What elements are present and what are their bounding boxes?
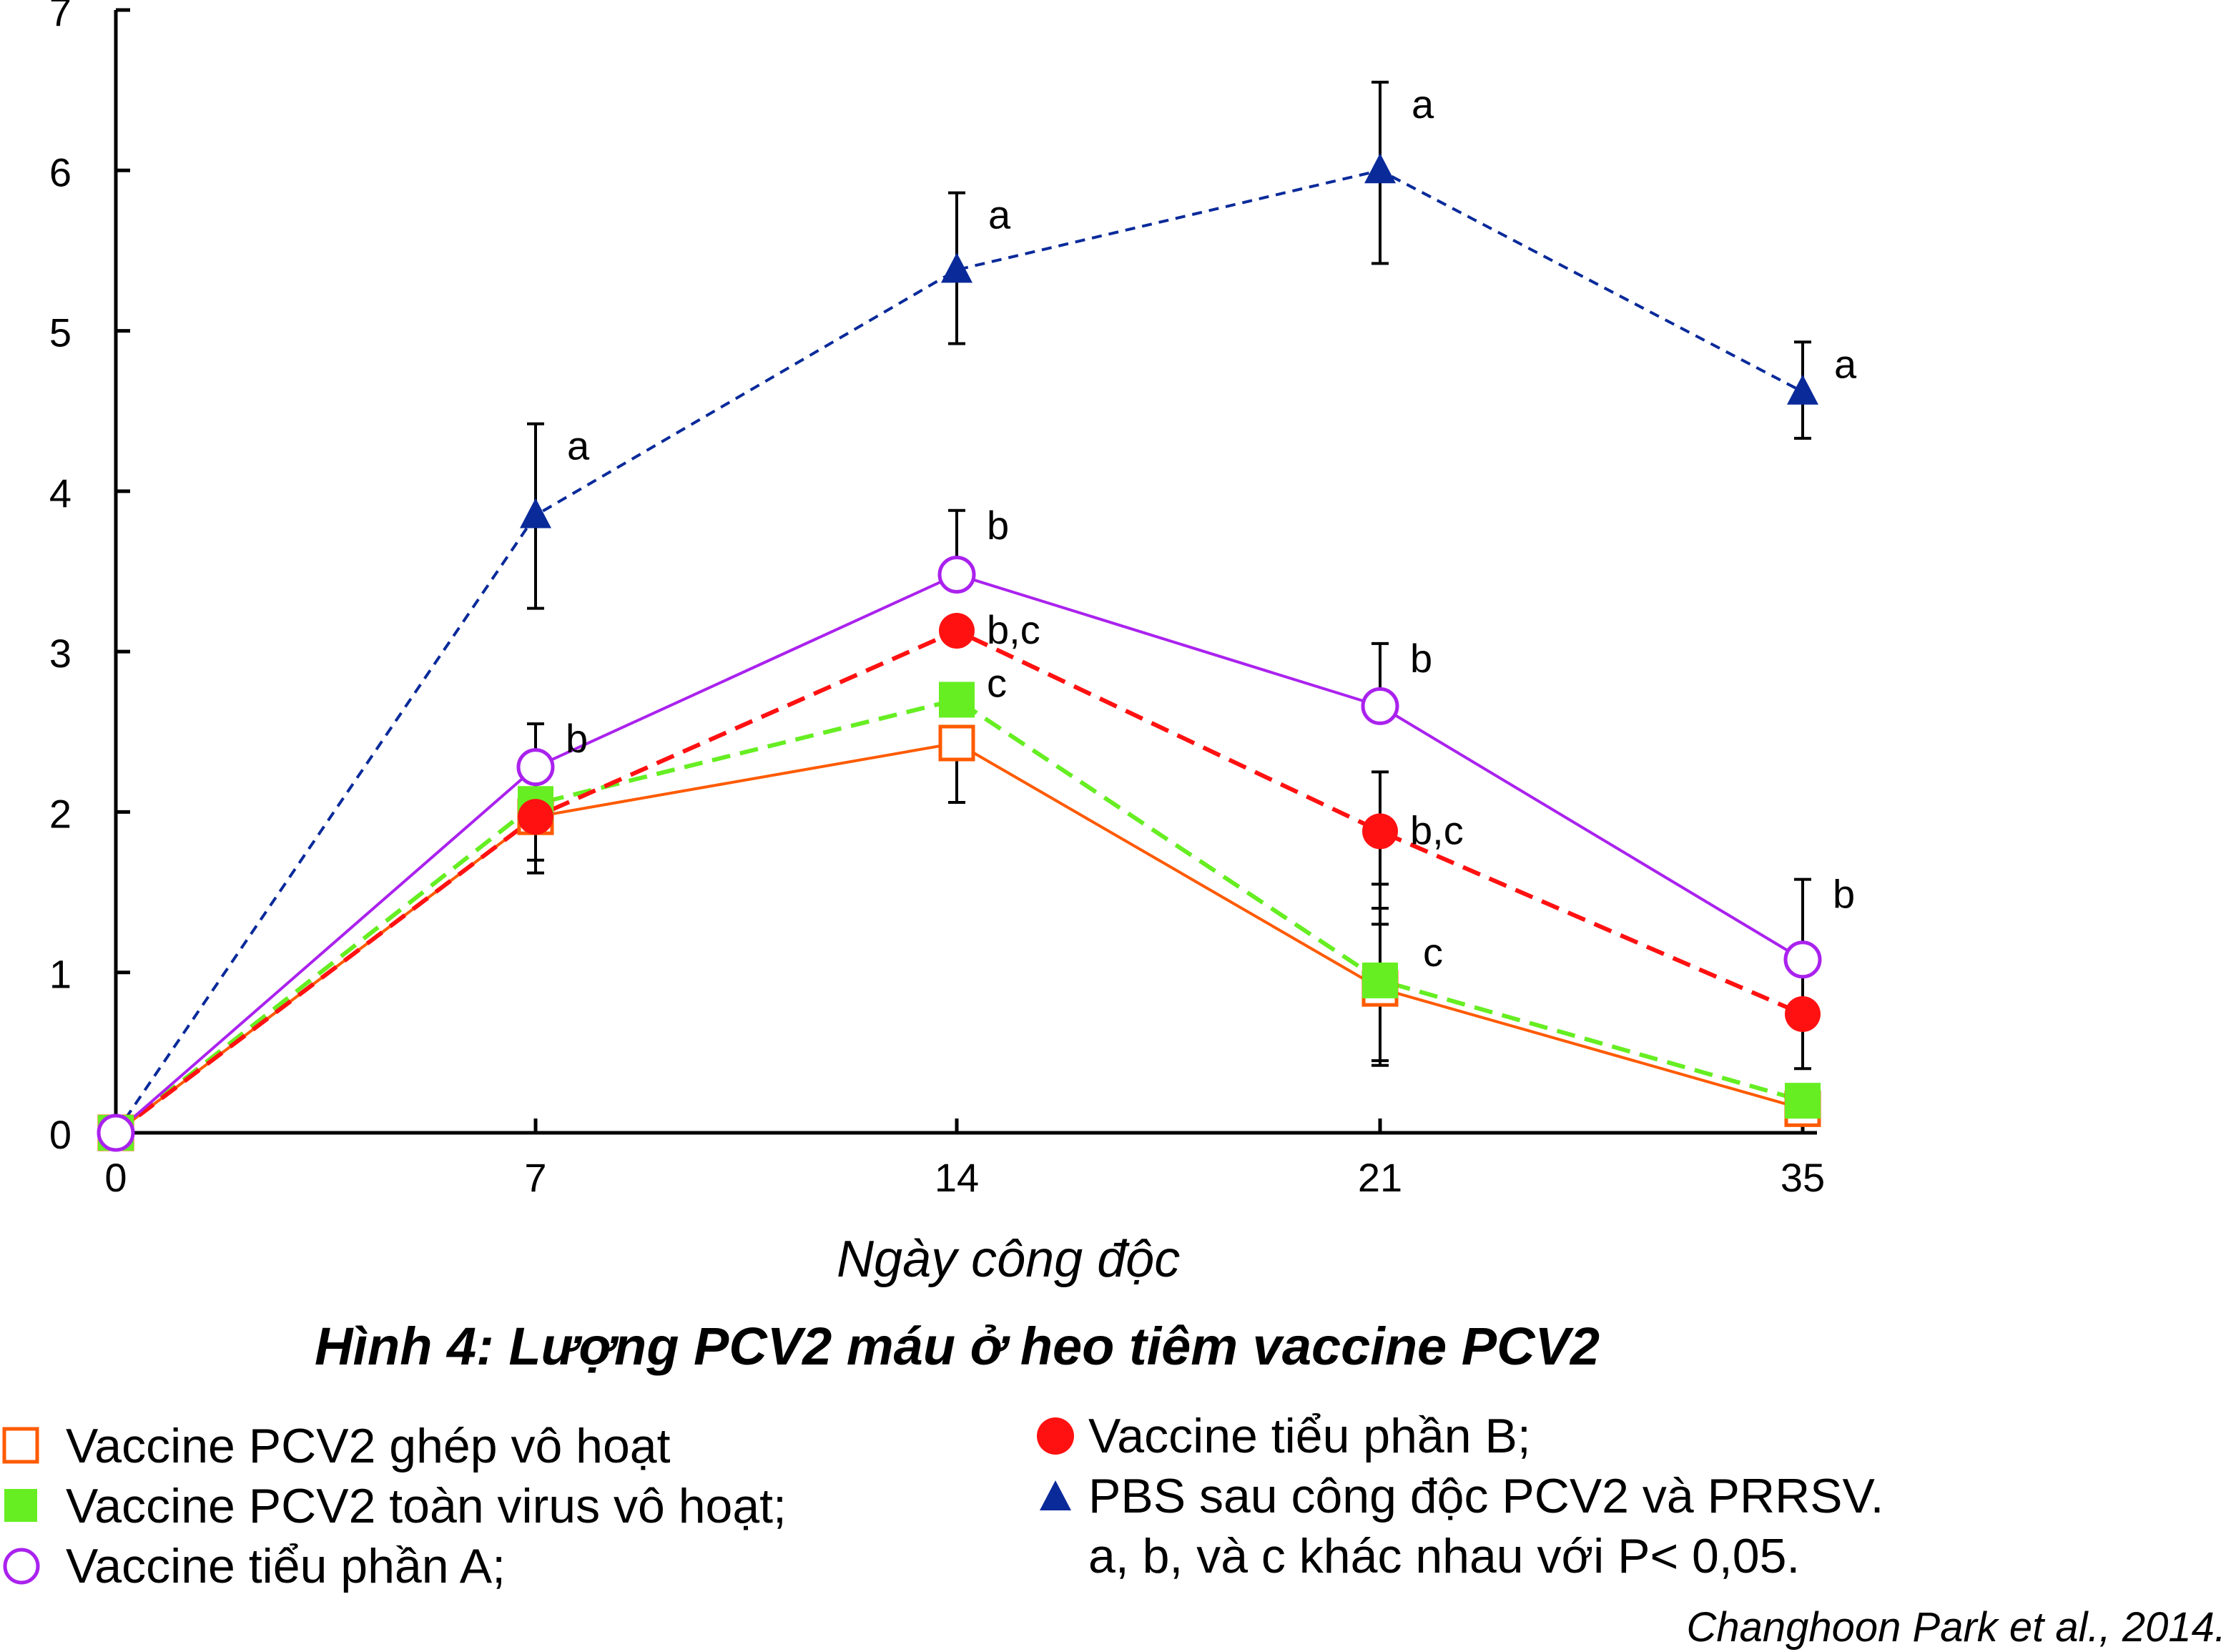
data-point: [1362, 813, 1398, 850]
data-point: [518, 799, 553, 835]
x-tick-label: 14: [935, 1155, 979, 1200]
legend-label: Vaccine tiểu phần A;: [66, 1539, 506, 1593]
y-tick-label: 1: [49, 952, 72, 997]
x-tick-label: 7: [524, 1155, 546, 1200]
significance-letter: a: [988, 192, 1011, 237]
legend-filled-square-icon: [0, 1485, 66, 1528]
y-tick-label: 3: [49, 631, 72, 676]
series-markers-4: a a a a: [100, 82, 1857, 1146]
series-line: [114, 169, 1803, 1134]
significance-letter: b: [566, 716, 588, 761]
data-point: [1364, 153, 1396, 184]
series-markers-0: [97, 724, 1821, 1151]
series-1: [114, 697, 1803, 1135]
legend-right: Vaccine tiểu phần B; PBS sau công độc PC…: [1023, 1406, 1884, 1586]
legend-label: PBS sau công độc PCV2 và PRRSV.: [1088, 1469, 1884, 1523]
data-point: [939, 612, 975, 649]
significance-letter: b: [1833, 872, 1855, 917]
series-4: [114, 80, 1811, 1134]
y-tick-label: 5: [49, 310, 72, 355]
data-point: [516, 748, 555, 787]
source-credit: Changhoon Park et al., 2014.: [1686, 1604, 2226, 1651]
significance-letter: b: [987, 503, 1009, 548]
legend-item-pbs: PBS sau công độc PCV2 và PRRSV.: [1023, 1466, 1884, 1526]
significance-letter: b,c: [987, 607, 1040, 652]
x-axis-label: Ngày công độc: [837, 1231, 1181, 1288]
axes: 0 1 2 3 4 5 6 7 0 7 14 21 35: [49, 0, 1825, 1200]
series-layer: a a a a c c b,c b,c b b b b: [97, 80, 1857, 1152]
y-tick-label: 6: [49, 149, 72, 195]
y-tick-label: 0: [49, 1112, 72, 1157]
data-point: [1787, 374, 1818, 405]
chart-plot: 0 1 2 3 4 5 6 7 0 7 14 21 35 a a a a c c b,c b,c b b b b: [49, 0, 1857, 1200]
data-point: [1785, 996, 1821, 1033]
x-tick-label: 21: [1358, 1155, 1402, 1200]
legend-label: Vaccine tiểu phần B;: [1088, 1409, 1531, 1463]
legend-left: Vaccine PCV2 ghép vô hoạt Vaccine PCV2 t…: [0, 1416, 787, 1596]
x-tick-label: 35: [1781, 1155, 1825, 1200]
legend-filled-triangle-icon: [1023, 1475, 1088, 1518]
legend-item-ghep: Vaccine PCV2 ghép vô hoạt: [0, 1416, 787, 1476]
data-point: [1362, 962, 1398, 998]
significance-letter: b: [1410, 636, 1432, 681]
data-point: [937, 555, 976, 594]
significance-letter: c: [987, 660, 1007, 705]
data-point: [97, 1113, 135, 1152]
figure-caption: Hình 4: Lượng PCV2 máu ở heo tiêm vaccin…: [315, 1317, 1600, 1376]
significance-letter: b,c: [1410, 807, 1464, 852]
legend-open-square-icon: [0, 1425, 66, 1467]
significance-letter: a: [1834, 341, 1857, 386]
y-tick-label: 7: [49, 0, 72, 34]
legend-open-circle-icon: [0, 1545, 66, 1588]
data-point: [1785, 1083, 1821, 1119]
significance-letter: c: [1423, 930, 1443, 975]
significance-letter: a: [567, 423, 590, 468]
significance-note: a, b, và c khác nhau với P< 0,05.: [1088, 1529, 1801, 1583]
y-tick-label: 4: [49, 471, 72, 516]
significance-letter: a: [1412, 82, 1434, 127]
series-markers-2: b b b b: [97, 503, 1855, 1152]
y-tick-label: 2: [49, 791, 72, 836]
data-point: [941, 252, 972, 283]
data-point: [520, 498, 551, 528]
legend-label: Vaccine PCV2 ghép vô hoạt: [66, 1419, 671, 1473]
data-point: [1783, 940, 1822, 979]
data-point: [938, 724, 975, 762]
legend-filled-circle-icon: [1023, 1415, 1088, 1457]
series-line: [114, 573, 1804, 1134]
legend-label: Vaccine PCV2 toàn virus vô hoạt;: [66, 1479, 787, 1533]
legend-item-toan-virus: Vaccine PCV2 toàn virus vô hoạt;: [0, 1476, 787, 1536]
series-line: [114, 697, 1803, 1135]
data-point: [939, 682, 975, 718]
data-point: [1361, 687, 1399, 725]
legend-item-tieu-phan-a: Vaccine tiểu phần A;: [0, 1536, 787, 1596]
series-0: [114, 741, 1803, 1134]
x-tick-label: 0: [104, 1155, 127, 1200]
legend-item-tieu-phan-b: Vaccine tiểu phần B;: [1023, 1406, 1884, 1466]
